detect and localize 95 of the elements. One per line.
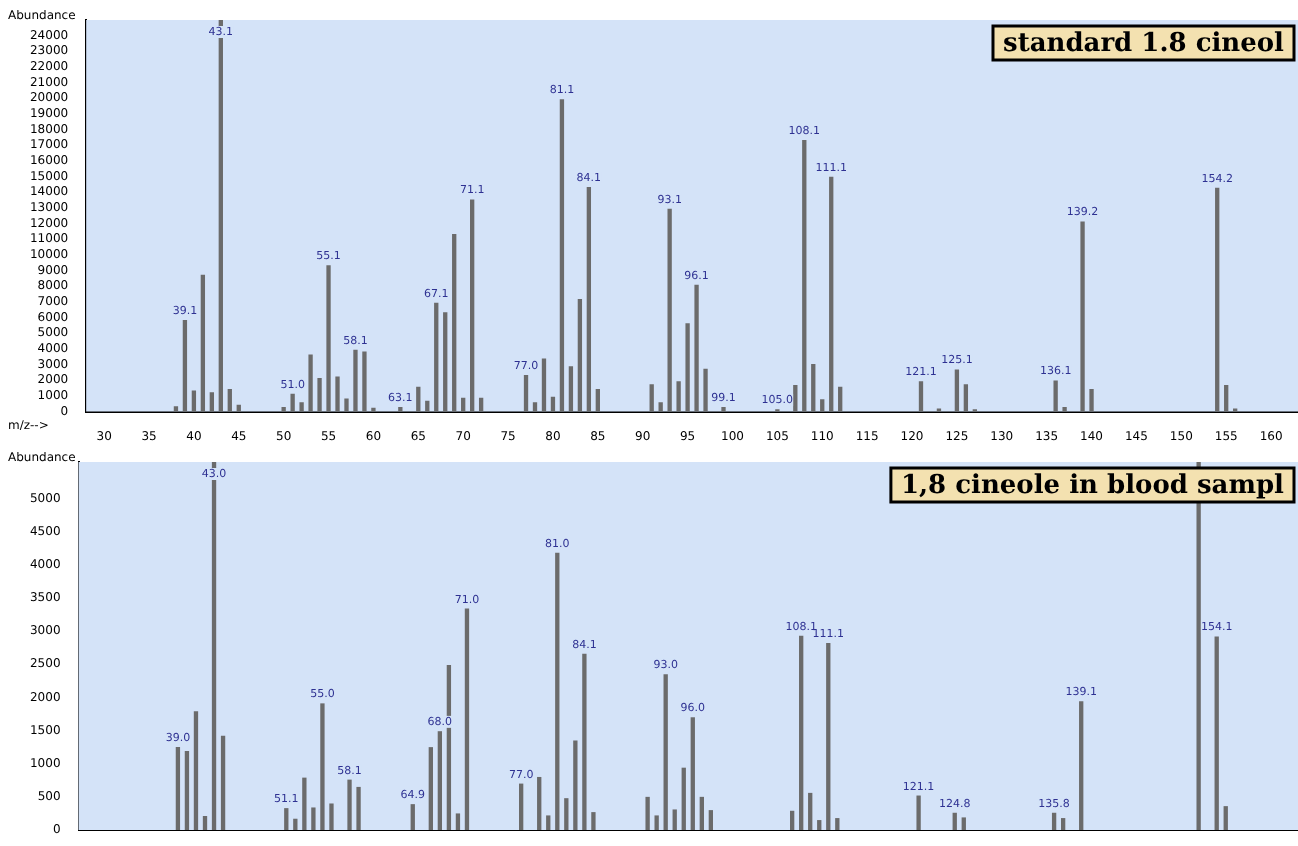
bar [452,233,457,412]
bar [1196,462,1201,830]
bar [455,813,461,830]
bar [464,608,470,830]
bar [1060,818,1066,830]
bar [428,747,433,830]
bar [582,653,587,830]
bar [410,804,415,830]
bar [793,385,798,412]
bar [703,368,708,412]
bar [1089,389,1094,412]
bar [184,751,190,830]
bar [685,323,690,412]
bar [676,381,681,412]
bar [681,767,686,830]
bar [227,389,232,412]
bar [1223,806,1228,830]
bar [802,139,807,412]
bar [799,635,804,830]
bar [649,384,654,412]
bar [523,374,529,412]
bar [202,816,208,830]
bar [175,747,181,830]
bar [290,393,295,412]
bar [808,792,813,830]
bar [835,818,840,830]
bar [182,320,188,412]
bar [586,186,592,412]
bar [220,735,226,830]
bar [299,402,304,412]
bar [1079,701,1084,830]
bar [470,199,475,412]
bar [963,384,969,412]
bar [559,99,565,412]
bar [1053,380,1058,412]
bar [356,786,361,830]
bar [694,284,699,412]
bar [672,809,677,830]
bar [826,643,831,830]
bar [209,392,215,412]
bar [311,807,316,830]
bar [1080,221,1085,412]
bar [564,798,569,830]
bar [667,208,672,412]
bar [645,796,650,830]
bar [817,820,822,830]
bar [654,815,659,830]
bar [954,369,960,412]
bar [577,298,583,412]
bar [573,740,578,830]
bar [320,703,325,830]
bar [344,398,349,412]
bar [532,402,538,412]
bar [916,795,921,830]
bar [434,302,439,412]
bar [789,810,795,830]
bar [961,817,966,830]
bar [690,717,695,830]
bar [829,176,834,412]
bar [595,389,600,412]
bar [335,376,340,412]
bar [918,381,924,412]
bar [200,274,206,412]
bar [546,815,551,830]
chart-title: 1,8 cineole in blood sampl [900,470,1285,501]
bar [568,366,574,412]
bar [591,812,596,830]
bar [1214,636,1219,830]
bar [193,711,199,830]
bar [658,402,663,412]
bar [519,783,524,830]
bar [362,351,367,412]
bar [284,808,289,830]
bar [443,312,448,412]
bar [1224,385,1229,412]
bar [317,378,322,412]
bar [326,265,331,412]
bar [302,777,307,830]
bar [353,349,358,412]
bar [308,354,313,412]
bar [347,779,352,830]
bar [537,776,542,830]
bar [329,803,334,830]
bar [555,552,560,830]
bar [952,812,957,830]
bar [541,358,547,412]
bar [1051,812,1057,830]
bar [699,796,704,830]
bar [293,818,298,830]
bar [663,674,668,830]
chart-title: standard 1.8 cineol [1002,28,1285,59]
bar [1215,187,1220,412]
bar [708,810,714,830]
bar [811,363,816,412]
bar [437,731,443,830]
